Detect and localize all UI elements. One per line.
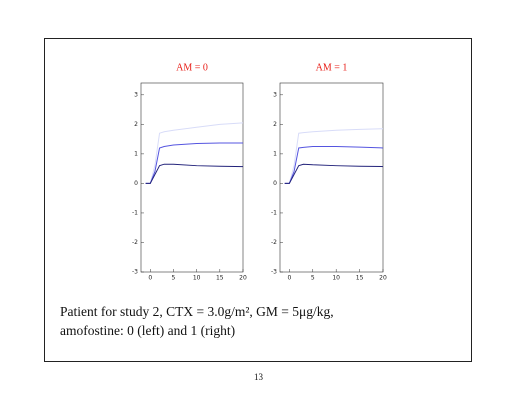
y-tick-label: -2 <box>271 239 277 246</box>
data-line <box>284 128 384 184</box>
x-tick-label: 20 <box>239 275 247 282</box>
data-line <box>284 163 384 184</box>
chart-title: AM = 0 <box>176 62 208 73</box>
y-tick-label: -2 <box>132 239 138 246</box>
y-tick-label: 3 <box>273 91 277 98</box>
plot-area <box>279 82 384 273</box>
x-tick-label: 0 <box>148 275 152 282</box>
x-tick-label: 15 <box>216 275 224 282</box>
page-number: 13 <box>254 372 263 382</box>
plot-area <box>140 82 244 273</box>
y-tick-label: 1 <box>134 150 138 157</box>
data-line <box>145 163 244 184</box>
data-line <box>145 122 244 184</box>
x-tick-label: 20 <box>379 275 387 282</box>
y-tick-label: 3 <box>134 91 138 98</box>
y-tick-label: 0 <box>273 180 277 187</box>
y-tick-label: -3 <box>132 269 138 276</box>
x-tick-label: 0 <box>287 275 291 282</box>
caption-line: amofostine: 0 (left) and 1 (right) <box>60 323 236 338</box>
caption-line: Patient for study 2, CTX = 3.0g/m², GM =… <box>60 304 334 319</box>
y-tick-label: 1 <box>273 150 277 157</box>
x-tick-label: 10 <box>332 275 340 282</box>
caption: Patient for study 2, CTX = 3.0g/m², GM =… <box>60 302 334 340</box>
x-tick-label: 5 <box>172 275 176 282</box>
chart-title: AM = 1 <box>316 62 348 73</box>
y-tick-label: 2 <box>273 121 277 128</box>
y-tick-label: 0 <box>134 180 138 187</box>
y-tick-label: 2 <box>134 121 138 128</box>
y-tick-label: -3 <box>271 269 277 276</box>
slide-frame <box>44 38 472 362</box>
x-tick-label: 10 <box>193 275 201 282</box>
y-tick-label: -1 <box>271 209 277 216</box>
x-tick-label: 5 <box>311 275 315 282</box>
x-tick-label: 15 <box>356 275 364 282</box>
y-tick-label: -1 <box>132 209 138 216</box>
